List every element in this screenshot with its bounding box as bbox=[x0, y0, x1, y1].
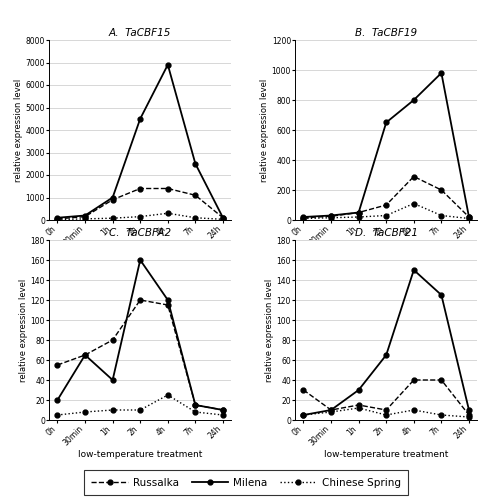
Title: A.  TaCBF15: A. TaCBF15 bbox=[109, 28, 171, 38]
X-axis label: low-temperature treatment: low-temperature treatment bbox=[78, 450, 202, 460]
X-axis label: low-temperature treatment: low-temperature treatment bbox=[324, 450, 448, 460]
Y-axis label: relative expression level: relative expression level bbox=[260, 78, 269, 182]
Title: C.  TaCBFA2: C. TaCBFA2 bbox=[109, 228, 171, 238]
X-axis label: low-temperature treatment: low-temperature treatment bbox=[78, 250, 202, 260]
Title: D.  TaCBF21: D. TaCBF21 bbox=[355, 228, 418, 238]
Title: B.  TaCBF19: B. TaCBF19 bbox=[355, 28, 417, 38]
Y-axis label: relative expression level: relative expression level bbox=[19, 278, 28, 382]
Y-axis label: relative expression level: relative expression level bbox=[265, 278, 274, 382]
X-axis label: low-temperature treatment: low-temperature treatment bbox=[324, 250, 448, 260]
Y-axis label: relative expression level: relative expression level bbox=[14, 78, 23, 182]
Legend: Russalka, Milena, Chinese Spring: Russalka, Milena, Chinese Spring bbox=[84, 470, 408, 495]
